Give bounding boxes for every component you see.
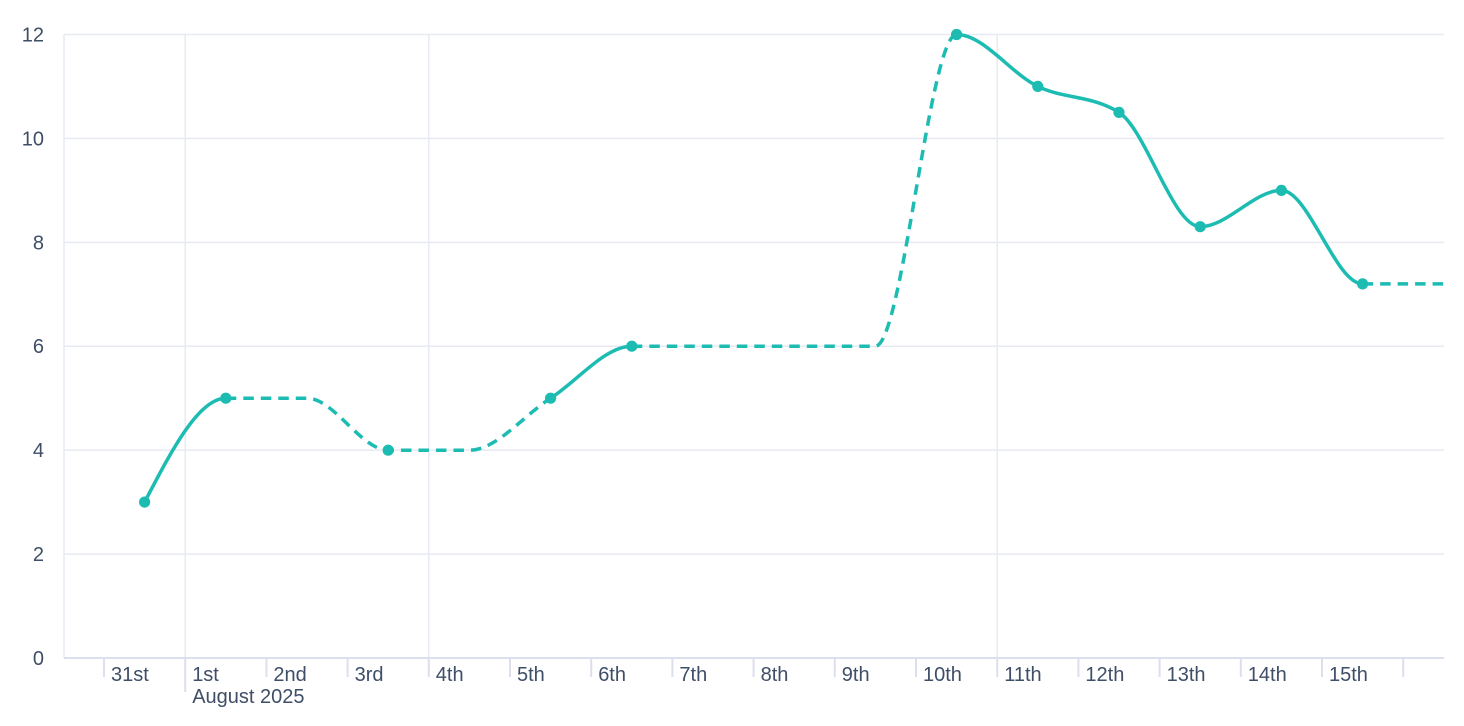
x-axis-label: 3rd: [355, 664, 384, 686]
y-axis-label: 0: [33, 648, 44, 670]
x-axis-label: 9th: [842, 664, 870, 686]
data-point-1st: [220, 392, 232, 404]
data-point-12th: [1113, 106, 1125, 118]
data-point-10th: [951, 28, 963, 41]
y-axis-label: 10: [22, 128, 44, 150]
x-axis-label: 10th: [923, 664, 962, 686]
series-line-solid: [956, 32, 1363, 286]
y-axis-label: 12: [22, 24, 44, 46]
data-point-5th: [545, 392, 557, 404]
x-axis-label: 1st: [192, 664, 219, 686]
x-axis-label: 31st: [111, 664, 149, 686]
series-line-solid: [549, 344, 632, 400]
data-point-13th: [1194, 221, 1206, 233]
data-point-15th: [1357, 278, 1369, 290]
x-axis-label: 6th: [598, 664, 626, 686]
x-axis-label: 7th: [679, 664, 707, 686]
data-point-31st: [139, 496, 151, 508]
x-axis-label: 11th: [1004, 664, 1041, 686]
series-line-dashed: [631, 32, 958, 348]
data-point-3rd: [382, 444, 394, 456]
x-axis-label: 2nd: [273, 664, 306, 686]
data-point-6th: [626, 340, 638, 352]
y-axis-label: 6: [33, 336, 44, 358]
series-line-solid: [143, 396, 226, 503]
x-axis-label: 5th: [517, 664, 545, 686]
y-axis-label: 4: [33, 440, 44, 462]
x-axis-label: 15th: [1329, 664, 1368, 686]
y-axis-label: 8: [33, 232, 44, 254]
x-axis-label: 13th: [1167, 664, 1206, 686]
data-point-11th: [1032, 80, 1044, 92]
x-axis-label: 12th: [1085, 664, 1124, 686]
x-axis-label: 14th: [1248, 664, 1287, 686]
x-axis-label: 8th: [761, 664, 789, 686]
x-axis-label: 4th: [436, 664, 464, 686]
data-point-14th: [1275, 184, 1287, 196]
series-line-dashed: [225, 396, 552, 452]
y-axis-label: 2: [33, 544, 44, 566]
x-axis-month-label: August 2025: [192, 686, 304, 708]
